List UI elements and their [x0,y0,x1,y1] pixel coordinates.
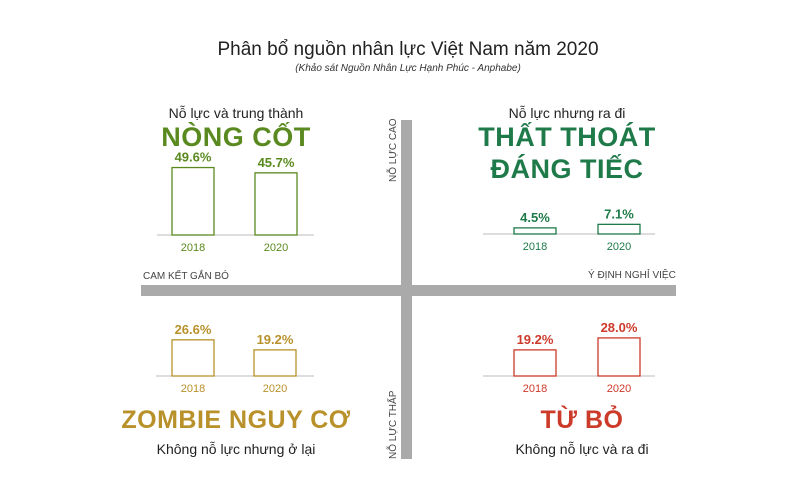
quit-subtitle: Không nỗ lực và ra đi [515,441,649,457]
quit-tick-label-2020: 2020 [607,383,631,395]
core-value-label-2018: 49.6% [175,150,212,165]
chart-title: Phân bổ nguồn nhân lực Việt Nam năm 2020 [217,39,599,60]
core-bar-2020 [254,172,298,236]
core-name: NÒNG CỐT [161,122,311,152]
loss-name-line2: ĐÁNG TIẾC [490,154,644,184]
axis-label-left: CAM KẾT GẮN BÓ [143,271,229,282]
quit-value-label-2018: 19.2% [517,332,554,347]
vertical-axis-bar [401,120,412,459]
loss-tick-label-2020: 2020 [607,241,631,253]
quit-value-label-2020: 28.0% [601,320,638,335]
core-subtitle: Nỗ lực và trung thành [168,105,304,121]
loss-bar-2018 [513,227,557,235]
chart-subtitle: (Khảo sát Nguồn Nhân Lực Hạnh Phúc - Anp… [295,63,521,74]
loss-subtitle: Nỗ lực nhưng ra đi [508,105,626,121]
loss-name-line1: THẤT THOÁT [478,122,656,152]
loss-bar-2020 [597,223,641,235]
loss-value-label-2020: 7.1% [604,206,634,221]
core-value-label-2020: 45.7% [258,155,295,170]
zombie-bar-2020 [253,349,297,377]
quit-bar-2020 [597,337,641,377]
quit-tick-label-2018: 2018 [523,383,547,395]
quit-bar-2018 [513,349,557,377]
zombie-value-label-2018: 26.6% [175,322,212,337]
zombie-tick-label-2018: 2018 [181,383,205,395]
loss-tick-label-2018: 2018 [523,241,547,253]
zombie-tick-label-2020: 2020 [263,383,287,395]
loss-value-label-2018: 4.5% [520,210,550,225]
core-bar-2018 [171,166,215,236]
zombie-subtitle: Không nỗ lực nhưng ở lại [156,441,316,457]
zombie-bar-2018 [171,339,215,377]
quit-name: TỪ BỎ [540,406,624,434]
core-tick-label-2018: 2018 [181,242,205,254]
core-tick-label-2020: 2020 [264,242,288,254]
zombie-name: ZOMBIE NGUY CƠ [121,406,351,434]
zombie-value-label-2020: 19.2% [257,332,294,347]
axis-label-right: Ý ĐỊNH NGHỈ VIỆC [588,270,676,281]
